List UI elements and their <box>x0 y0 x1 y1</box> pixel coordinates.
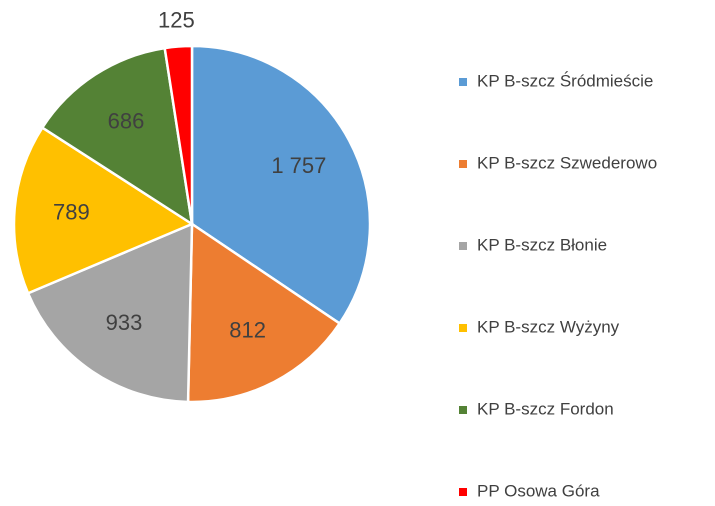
legend-label: KP B-szcz Błonie <box>477 235 607 254</box>
legend-swatch <box>459 160 467 168</box>
value-label: 1 757 <box>271 153 326 178</box>
pie-slice <box>186 221 342 404</box>
value-label: 933 <box>106 310 143 335</box>
legend-swatch <box>459 242 467 250</box>
pie-slice <box>26 222 194 404</box>
pie-slice <box>163 44 194 225</box>
value-label: 686 <box>108 108 145 133</box>
value-label: 125 <box>158 7 195 32</box>
value-label: 812 <box>229 317 266 342</box>
legend-label: KP B-szcz Szwederowo <box>477 153 657 172</box>
legend-swatch <box>459 78 467 86</box>
legend-label: KP B-szcz Wyżyny <box>477 317 620 336</box>
legend-swatch <box>459 406 467 414</box>
legend-label: KP B-szcz Śródmieście <box>477 71 653 90</box>
pie-slice <box>190 44 372 326</box>
value-label: 789 <box>53 199 90 224</box>
legend-label: PP Osowa Góra <box>477 481 600 500</box>
pie-slice <box>40 46 194 227</box>
pie-slice <box>12 125 195 295</box>
legend-swatch <box>459 488 467 496</box>
legend-label: KP B-szcz Fordon <box>477 399 614 418</box>
legend-swatch <box>459 324 467 332</box>
